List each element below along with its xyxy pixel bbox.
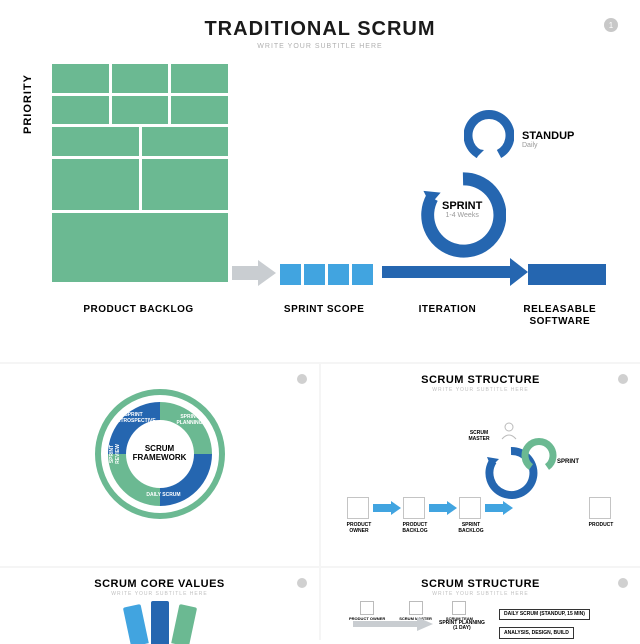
main-subtitle: WRITE YOUR SUBTITLE HERE — [26, 43, 614, 50]
slide-core-values: SCRUM CORE VALUES WRITE YOUR SUBTITLE HE… — [0, 568, 319, 644]
framework-donut: SCRUM FRAMEWORK SPRINT PLANNING DAILY SC… — [94, 388, 226, 520]
sprint-scope-squares — [280, 264, 373, 285]
structure2-diagram: PRODUCT OWNERSCRUM MASTERSCRUM TEAM SPRI… — [335, 601, 626, 641]
arrow-iteration-icon — [382, 256, 528, 288]
slide-badge-4 — [297, 578, 307, 588]
person-icon — [499, 421, 519, 441]
sprint-label: SPRINT 1-4 Weeks — [442, 200, 482, 219]
slide-traditional-scrum: TRADITIONAL SCRUM WRITE YOUR SUBTITLE HE… — [0, 0, 640, 362]
slide-scrum-structure-2: SCRUM STRUCTURE WRITE YOUR SUBTITLE HERE… — [321, 568, 640, 644]
arrow-gray-icon — [232, 260, 276, 286]
standup-loop-icon — [464, 110, 514, 160]
slide-number-badge: 1 — [604, 18, 618, 32]
main-title: TRADITIONAL SCRUM — [26, 18, 614, 41]
releasable-bar — [528, 264, 606, 285]
stage-labels: PRODUCT BACKLOG SPRINT SCOPE ITERATION R… — [26, 304, 614, 328]
slide-badge-3 — [618, 374, 628, 384]
slide-scrum-structure-1: SCRUM STRUCTURE WRITE YOUR SUBTITLE HERE… — [321, 364, 640, 566]
structure-diagram: SCRUM MASTER SPRINT PRODUCT OWNERPRODUCT… — [335, 401, 626, 541]
slide-scrum-framework: SCRUM FRAMEWORK SPRINT PLANNING DAILY SC… — [0, 364, 319, 566]
priority-axis-label: PRIORITY — [22, 74, 34, 134]
standup-loop-small-icon — [521, 437, 557, 473]
slide-badge-2 — [297, 374, 307, 384]
slide-badge-5 — [618, 578, 628, 588]
values-bars — [14, 601, 305, 644]
framework-center-label: SCRUM FRAMEWORK — [126, 420, 194, 488]
standup-label: STANDUP Daily — [522, 130, 574, 149]
product-backlog-grid — [52, 64, 228, 282]
